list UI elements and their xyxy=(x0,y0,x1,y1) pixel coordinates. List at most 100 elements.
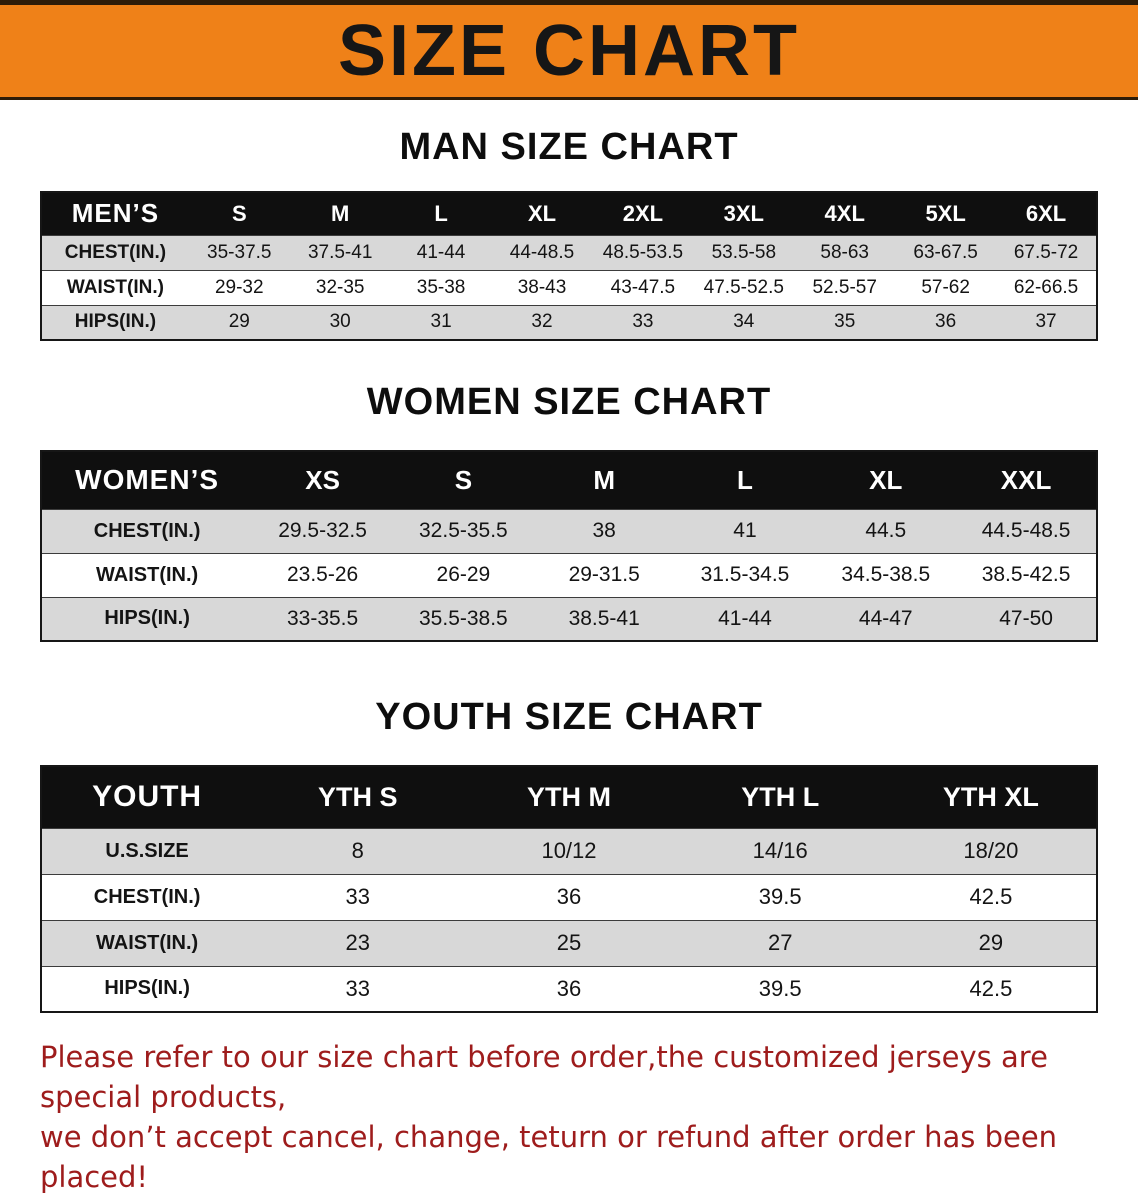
value-cell: 23.5-26 xyxy=(286,563,359,586)
row-label-cell: CHEST(IN.) xyxy=(93,519,201,542)
content-area: MAN SIZE CHART MEN’S S M L XL 2XL 3XL 4XL 5XL 6XL… xyxy=(0,126,1138,1197)
value-cell: 33-35.5 xyxy=(286,606,359,630)
value-cell: 33 xyxy=(345,975,371,1001)
value-cell: 43-47.5 xyxy=(610,276,676,298)
value-cell: 39.5 xyxy=(758,884,802,909)
youth-section-title: YOUTH SIZE CHART xyxy=(375,696,763,738)
youth-size-table: YOUTH YTH S YTH M YTH L YTH XL U.S.SIZE 8 10/12… xyxy=(40,765,1098,1013)
table-header-row: MEN’S S M L XL 2XL 3XL 4XL 5XL 6XL xyxy=(41,192,1097,235)
table-row: HIPS(IN.) 29 30 31 32 33 34 35 36 37 xyxy=(41,305,1097,340)
value-cell: 39.5 xyxy=(758,975,802,1001)
column-header: XL xyxy=(491,192,593,235)
value-cell: 23 xyxy=(345,930,371,955)
value-cell: 62-66.5 xyxy=(1013,276,1079,298)
value-cell: 37 xyxy=(1035,311,1057,333)
footer-line-1: Please refer to our size chart before or… xyxy=(40,1040,1048,1115)
value-cell: 30 xyxy=(329,311,351,333)
value-cell: 36 xyxy=(556,975,582,1001)
column-header: XXL xyxy=(956,451,1097,509)
table-row: WAIST(IN.) 23.5-26 26-29 29-31.5 31.5-34.5 34… xyxy=(41,553,1097,597)
value-cell: 26-29 xyxy=(436,563,491,586)
row-label-cell: CHEST(IN.) xyxy=(93,885,201,908)
value-cell: 25 xyxy=(556,930,582,955)
value-cell: 33 xyxy=(345,884,371,909)
value-cell: 8 xyxy=(351,838,364,863)
table-row: HIPS(IN.) 33 36 39.5 42.5 xyxy=(41,966,1097,1012)
column-header: M xyxy=(289,192,391,235)
table-row: WAIST(IN.) 29-32 32-35 35-38 38-43 43-47.5 47.… xyxy=(41,270,1097,305)
women-section-title: WOMEN SIZE CHART xyxy=(366,381,772,423)
men-size-table: MEN’S S M L XL 2XL 3XL 4XL 5XL 6XL CHEST(IN.) 35-37… xyxy=(40,191,1098,341)
value-cell: 14/16 xyxy=(752,838,808,863)
table-row: WAIST(IN.) 23 25 27 29 xyxy=(41,920,1097,966)
row-label-cell: WAIST(IN.) xyxy=(66,276,164,298)
column-header: YTH L xyxy=(674,766,886,828)
value-cell: 32.5-35.5 xyxy=(419,519,508,542)
table-row: CHEST(IN.) 33 36 39.5 42.5 xyxy=(41,874,1097,920)
table-header-row: YOUTH YTH S YTH M YTH L YTH XL xyxy=(41,766,1097,828)
column-header: YTH M xyxy=(463,766,675,828)
table-title-cell: WOMEN’S xyxy=(41,451,253,509)
value-cell: 38 xyxy=(592,519,616,542)
value-cell: 47.5-52.5 xyxy=(703,276,784,298)
value-cell: 36 xyxy=(935,311,957,333)
value-cell: 35-37.5 xyxy=(207,241,272,263)
value-cell: 29-32 xyxy=(214,276,264,298)
value-cell: 47-50 xyxy=(999,606,1053,630)
footer-line-2: we don’t accept cancel, change, teturn o… xyxy=(40,1120,1058,1195)
men-section: MAN SIZE CHART MEN’S S M L XL 2XL 3XL 4XL 5XL 6XL… xyxy=(40,126,1098,341)
table-row: CHEST(IN.) 29.5-32.5 32.5-35.5 38 41 44.5 44.5… xyxy=(41,509,1097,553)
value-cell: 35.5-38.5 xyxy=(419,606,508,630)
table-row: U.S.SIZE 8 10/12 14/16 18/20 xyxy=(41,828,1097,874)
value-cell: 35 xyxy=(834,311,856,333)
row-label-cell: U.S.SIZE xyxy=(105,839,189,862)
column-header: 2XL xyxy=(592,192,694,235)
value-cell: 41 xyxy=(733,519,757,542)
value-cell: 42.5 xyxy=(969,975,1013,1001)
row-label-cell: WAIST(IN.) xyxy=(95,931,199,954)
women-size-table: WOMEN’S XS S M L XL XXL CHEST(IN.) 29.5-32.5 32.5… xyxy=(40,450,1098,642)
value-cell: 38-43 xyxy=(517,276,567,298)
table-title-cell: YOUTH xyxy=(41,766,253,828)
value-cell: 34 xyxy=(733,311,755,333)
column-header: 6XL xyxy=(996,192,1097,235)
value-cell: 32 xyxy=(531,311,553,333)
value-cell: 41-44 xyxy=(416,241,466,263)
column-header: XL xyxy=(815,451,957,509)
column-header: YTH S xyxy=(252,766,464,828)
column-header: S xyxy=(188,192,290,235)
value-cell: 18/20 xyxy=(963,838,1019,863)
value-cell: 44-48.5 xyxy=(509,241,575,263)
value-cell: 32-35 xyxy=(315,276,365,298)
value-cell: 35-38 xyxy=(416,276,466,298)
column-header: L xyxy=(674,451,816,509)
column-header: 4XL xyxy=(794,192,896,235)
value-cell: 44.5 xyxy=(865,519,907,542)
footer-note: Please refer to our size chart before or… xyxy=(40,1037,1098,1197)
value-cell: 34.5-38.5 xyxy=(841,563,931,586)
row-label-cell: HIPS(IN.) xyxy=(104,607,190,630)
table-row: HIPS(IN.) 33-35.5 35.5-38.5 38.5-41 41-44 44-… xyxy=(41,597,1097,641)
size-chart-banner: SIZE CHART xyxy=(0,0,1138,100)
value-cell: 52.5-57 xyxy=(812,276,877,298)
men-section-title: MAN SIZE CHART xyxy=(399,126,739,168)
table-header-row: WOMEN’S XS S M L XL XXL xyxy=(41,451,1097,509)
column-header: YTH XL xyxy=(885,766,1097,828)
value-cell: 44-47 xyxy=(858,606,913,630)
row-label-cell: HIPS(IN.) xyxy=(104,977,190,1000)
value-cell: 10/12 xyxy=(541,838,597,863)
column-header: S xyxy=(392,451,534,509)
value-cell: 29-31.5 xyxy=(568,563,640,586)
value-cell: 63-67.5 xyxy=(913,241,978,263)
row-label-cell: WAIST(IN.) xyxy=(95,563,199,586)
value-cell: 53.5-58 xyxy=(711,241,777,263)
women-section: WOMEN SIZE CHART WOMEN’S XS S M L XL XXL CHEST(… xyxy=(40,381,1098,642)
row-label-cell: CHEST(IN.) xyxy=(64,241,167,263)
value-cell: 33 xyxy=(632,311,654,333)
value-cell: 38.5-42.5 xyxy=(981,563,1071,586)
table-row: CHEST(IN.) 35-37.5 37.5-41 41-44 44-48.5 48.5… xyxy=(41,235,1097,270)
value-cell: 31.5-34.5 xyxy=(700,563,790,586)
page-title: SIZE CHART xyxy=(338,11,800,91)
row-label-cell: HIPS(IN.) xyxy=(74,311,157,333)
value-cell: 38.5-41 xyxy=(568,606,640,630)
